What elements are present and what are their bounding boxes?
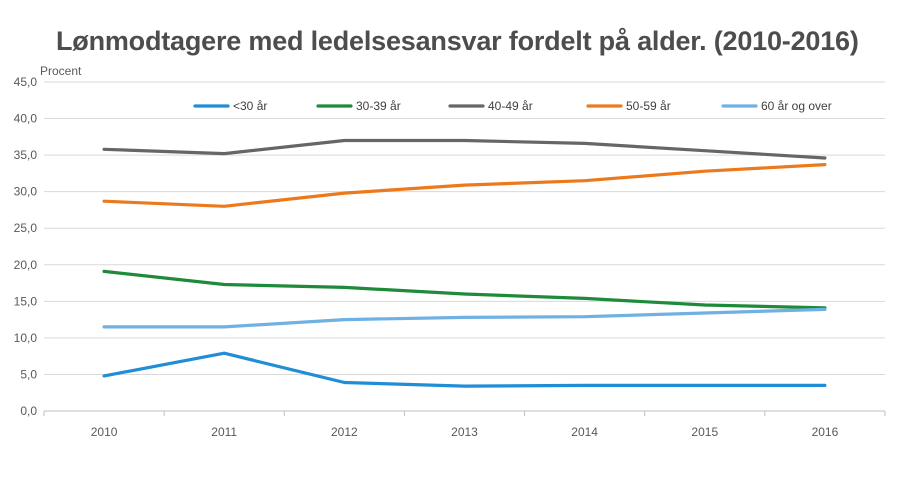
x-tick-label: 2015	[691, 425, 718, 439]
x-tick-label: 2016	[812, 425, 839, 439]
y-tick-label: 10,0	[14, 331, 38, 345]
y-tick-label: 0,0	[20, 404, 37, 418]
x-tick-label: 2011	[211, 425, 237, 439]
chart-title: Lønmodtagere med ledelsesansvar fordelt …	[56, 26, 859, 56]
legend: <30 år 30-39 år 40-49 år 50-59 år 60 år og o…	[193, 99, 832, 113]
y-tick-label: 45,0	[14, 75, 38, 89]
y-tick-label: 30,0	[14, 185, 38, 199]
gridlines	[44, 81, 885, 375]
legend-label: 40-49 år	[488, 99, 533, 113]
series-lines	[102, 138, 827, 388]
x-tick-label: 2012	[331, 425, 358, 439]
series-line-60-r-og-over	[102, 307, 827, 329]
y-axis-label: Procent	[40, 64, 82, 78]
legend-label: 50-59 år	[626, 99, 671, 113]
y-tick-label: 35,0	[14, 148, 38, 162]
series-line-30-39-r	[102, 269, 827, 310]
y-tick-label: 20,0	[14, 258, 38, 272]
y-tick-label: 40,0	[14, 112, 38, 126]
y-tick-label: 15,0	[14, 294, 38, 308]
y-tick-label: 5,0	[20, 367, 37, 381]
series-line-50-59-r	[102, 163, 827, 208]
y-tick-label: 25,0	[14, 221, 38, 235]
x-tick-label: 2010	[91, 425, 118, 439]
x-tick-label: 2014	[571, 425, 598, 439]
x-tick-label: 2013	[451, 425, 478, 439]
axes: 0,0 5,0 10,0 15,0 20,0 25,0 30,0 35,0 40,0 45,0 20…	[14, 64, 886, 439]
legend-label: 30-39 år	[356, 99, 401, 113]
legend-label: 60 år og over	[761, 99, 832, 113]
series-line-30-r	[102, 351, 827, 388]
legend-label: <30 år	[233, 99, 267, 113]
